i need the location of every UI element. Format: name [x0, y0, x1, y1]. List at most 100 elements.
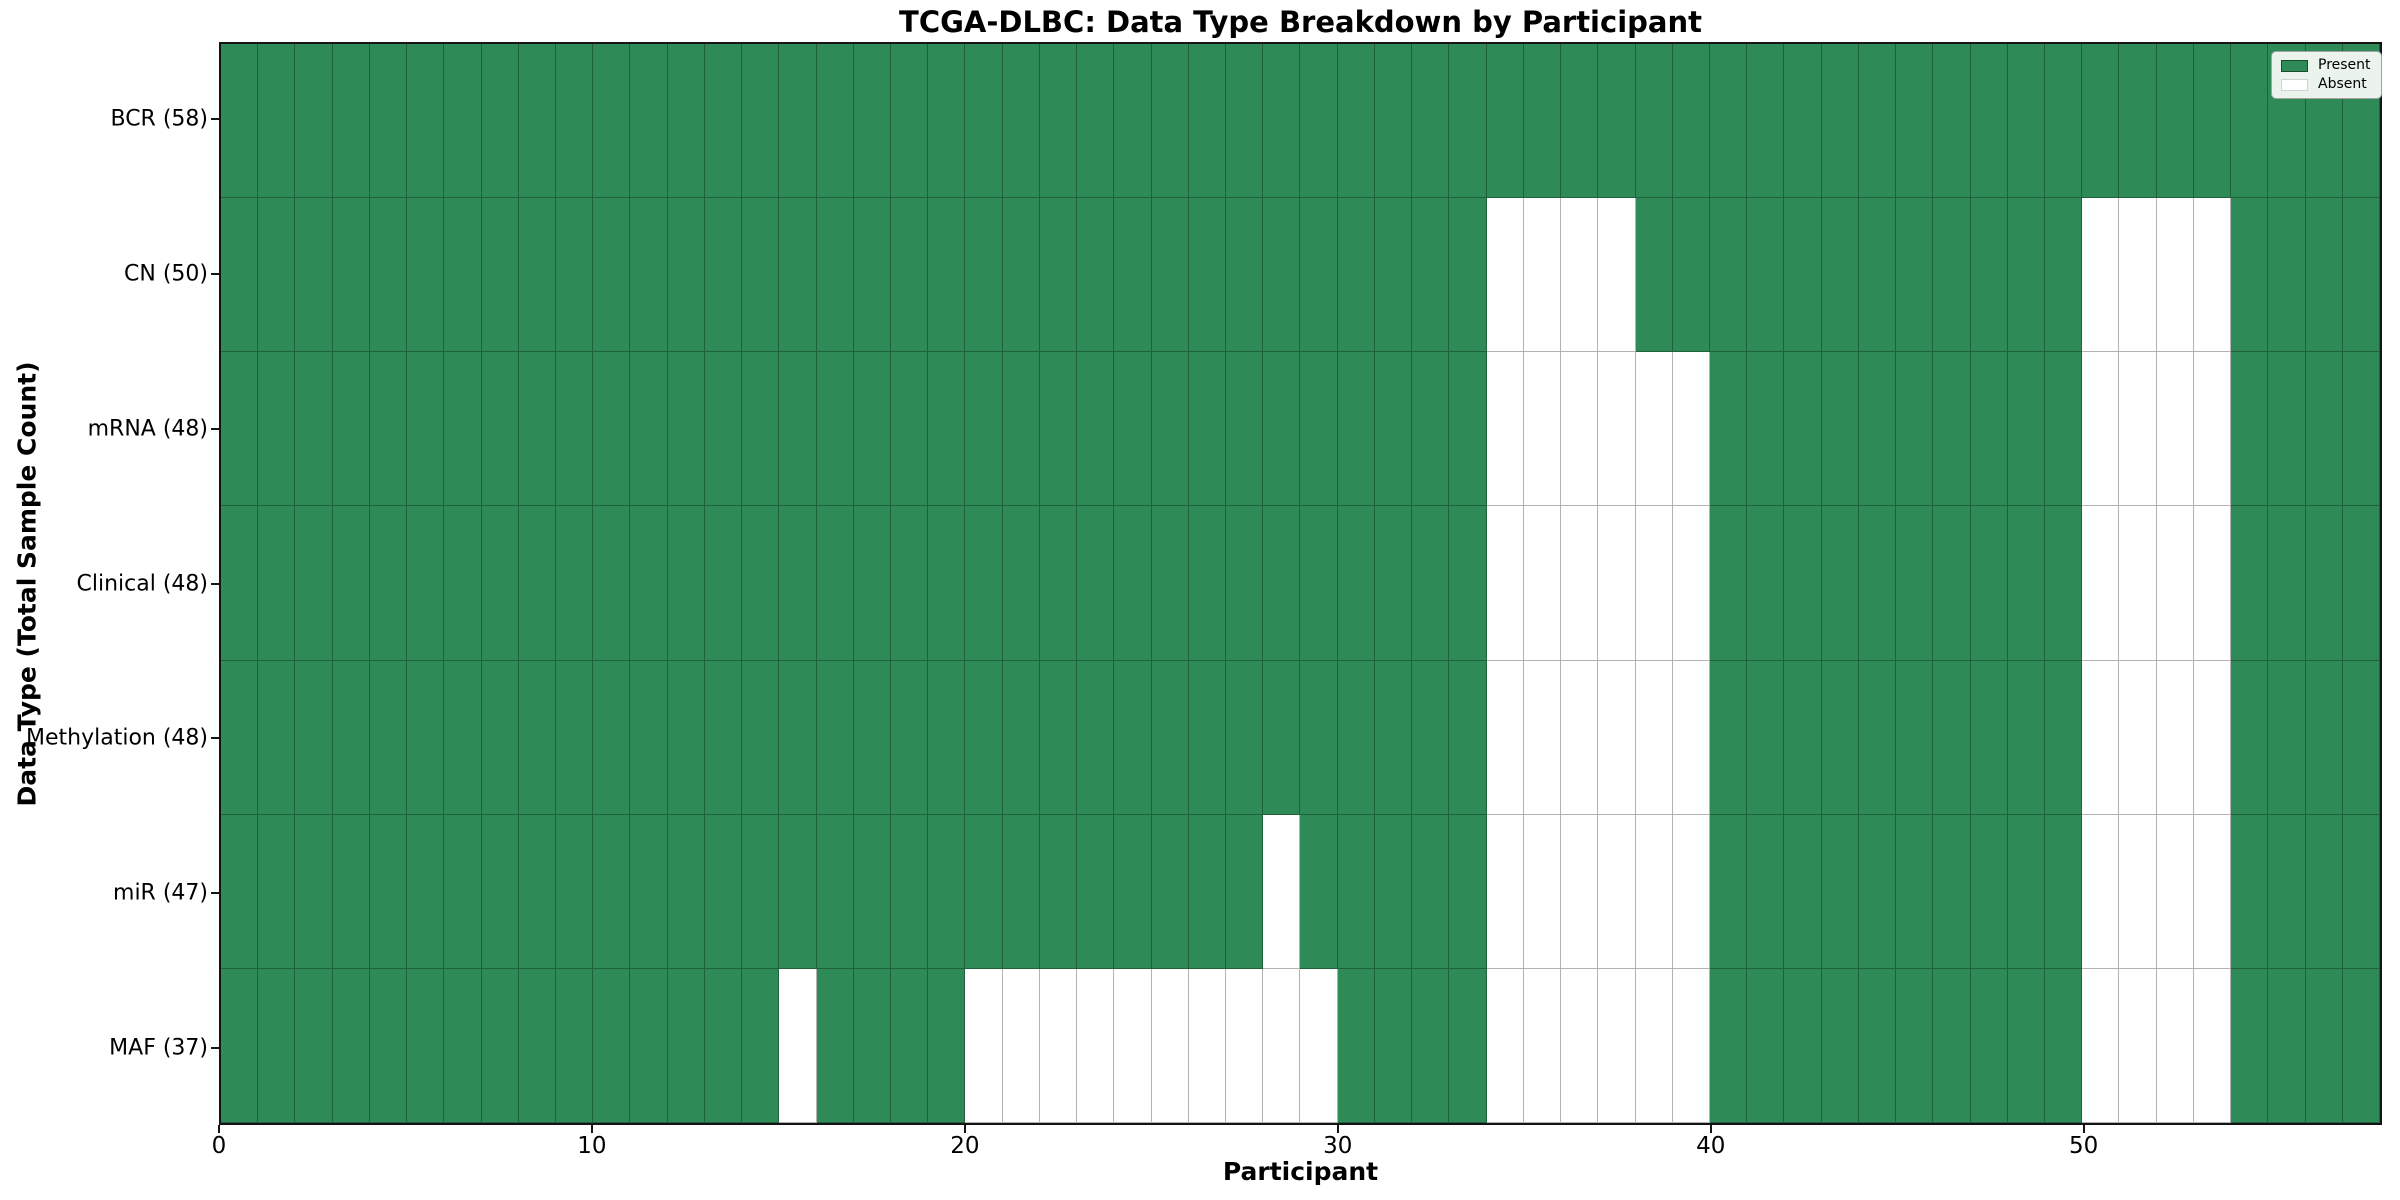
- cell-Methylation-p0: [221, 660, 259, 815]
- cell-miR-p46: [1933, 814, 1971, 969]
- heatmap-grid: [221, 44, 2380, 1123]
- cell-Methylation-p34: [1486, 660, 1524, 815]
- cell-Clinical-p42: [1784, 506, 1822, 661]
- cell-Methylation-p48: [2007, 660, 2045, 815]
- y-tick-mark-miR: [211, 891, 219, 894]
- cell-BCR-p42: [1784, 44, 1822, 199]
- cell-MAF-p57: [2342, 968, 2380, 1123]
- cell-Clinical-p23: [1077, 506, 1115, 661]
- cell-miR-p51: [2119, 814, 2157, 969]
- cell-MAF-p56: [2305, 968, 2343, 1123]
- cell-Clinical-p19: [928, 506, 966, 661]
- cell-mRNA-p7: [481, 352, 519, 507]
- cell-mRNA-p2: [295, 352, 333, 507]
- cell-mRNA-p22: [1039, 352, 1078, 507]
- cell-Clinical-p15: [779, 506, 817, 661]
- cell-miR-p37: [1598, 814, 1636, 969]
- cell-BCR-p34: [1486, 44, 1524, 199]
- cell-Clinical-p20: [965, 506, 1003, 661]
- cell-MAF-p25: [1151, 968, 1189, 1123]
- cell-mRNA-p3: [332, 352, 370, 507]
- cell-miR-p33: [1449, 814, 1487, 969]
- cell-mRNA-p45: [1896, 352, 1934, 507]
- cell-Clinical-p12: [667, 506, 705, 661]
- cell-mRNA-p6: [444, 352, 482, 507]
- cell-BCR-p11: [630, 44, 668, 199]
- cell-Clinical-p53: [2193, 506, 2232, 661]
- cell-mRNA-p42: [1784, 352, 1822, 507]
- cell-CN-p30: [1337, 198, 1375, 353]
- cell-mRNA-p19: [928, 352, 966, 507]
- cell-miR-p18: [891, 814, 929, 969]
- cell-miR-p4: [369, 814, 408, 969]
- cell-miR-p54: [2231, 814, 2269, 969]
- cell-mRNA-p33: [1449, 352, 1487, 507]
- absent-swatch-icon: [2281, 78, 2308, 91]
- cell-mRNA-p8: [518, 352, 557, 507]
- cell-Clinical-p51: [2119, 506, 2157, 661]
- cell-Methylation-p19: [928, 660, 966, 815]
- cell-miR-p48: [2007, 814, 2045, 969]
- legend-item-absent: Absent: [2281, 77, 2371, 92]
- cell-CN-p44: [1858, 198, 1897, 353]
- cell-Clinical-p36: [1561, 506, 1599, 661]
- cell-mRNA-p21: [1002, 352, 1040, 507]
- cell-Clinical-p37: [1598, 506, 1636, 661]
- x-tick-label-20: 20: [950, 1133, 980, 1159]
- cell-miR-p25: [1151, 814, 1189, 969]
- cell-miR-p27: [1226, 814, 1264, 969]
- cell-mRNA-p56: [2305, 352, 2343, 507]
- y-tick-mark-BCR: [211, 118, 219, 121]
- cell-MAF-p21: [1002, 968, 1040, 1123]
- cell-CN-p41: [1747, 198, 1785, 353]
- cell-MAF-p7: [481, 968, 519, 1123]
- cell-MAF-p34: [1486, 968, 1524, 1123]
- cell-BCR-p36: [1561, 44, 1599, 199]
- cell-CN-p3: [332, 198, 370, 353]
- cell-mRNA-p43: [1821, 352, 1859, 507]
- cell-CN-p10: [593, 198, 631, 353]
- cell-mRNA-p27: [1226, 352, 1264, 507]
- cell-CN-p11: [630, 198, 668, 353]
- cell-Clinical-p31: [1374, 506, 1413, 661]
- y-tick-label-mRNA: mRNA (48): [87, 416, 208, 442]
- cell-CN-p35: [1523, 198, 1562, 353]
- cell-Clinical-p3: [332, 506, 370, 661]
- cell-miR-p44: [1858, 814, 1897, 969]
- cell-MAF-p55: [2268, 968, 2306, 1123]
- cell-mRNA-p28: [1263, 352, 1301, 507]
- cell-BCR-p22: [1039, 44, 1078, 199]
- cell-Methylation-p23: [1077, 660, 1115, 815]
- cell-CN-p53: [2193, 198, 2232, 353]
- cell-CN-p32: [1412, 198, 1450, 353]
- cell-miR-p49: [2044, 814, 2083, 969]
- cell-Clinical-p16: [816, 506, 854, 661]
- cell-Methylation-p49: [2044, 660, 2083, 815]
- cell-mRNA-p48: [2007, 352, 2045, 507]
- cell-mRNA-p36: [1561, 352, 1599, 507]
- cell-miR-p13: [704, 814, 743, 969]
- cell-MAF-p23: [1077, 968, 1115, 1123]
- cell-mRNA-p25: [1151, 352, 1189, 507]
- cell-Methylation-p5: [407, 660, 445, 815]
- cell-miR-p42: [1784, 814, 1822, 969]
- cell-Methylation-p2: [295, 660, 333, 815]
- cell-MAF-p3: [332, 968, 370, 1123]
- cell-mRNA-p32: [1412, 352, 1450, 507]
- cell-Clinical-p35: [1523, 506, 1562, 661]
- cell-BCR-p12: [667, 44, 705, 199]
- cell-Clinical-p4: [369, 506, 408, 661]
- cell-miR-p19: [928, 814, 966, 969]
- cell-Clinical-p17: [853, 506, 892, 661]
- cell-BCR-p35: [1523, 44, 1562, 199]
- cell-mRNA-p35: [1523, 352, 1562, 507]
- cell-MAF-p39: [1672, 968, 1710, 1123]
- cell-miR-p41: [1747, 814, 1785, 969]
- cell-MAF-p16: [816, 968, 854, 1123]
- cell-miR-p35: [1523, 814, 1562, 969]
- cell-miR-p16: [816, 814, 854, 969]
- cell-MAF-p32: [1412, 968, 1450, 1123]
- cell-BCR-p49: [2044, 44, 2083, 199]
- cell-BCR-p16: [816, 44, 854, 199]
- x-tick-label-10: 10: [577, 1133, 607, 1159]
